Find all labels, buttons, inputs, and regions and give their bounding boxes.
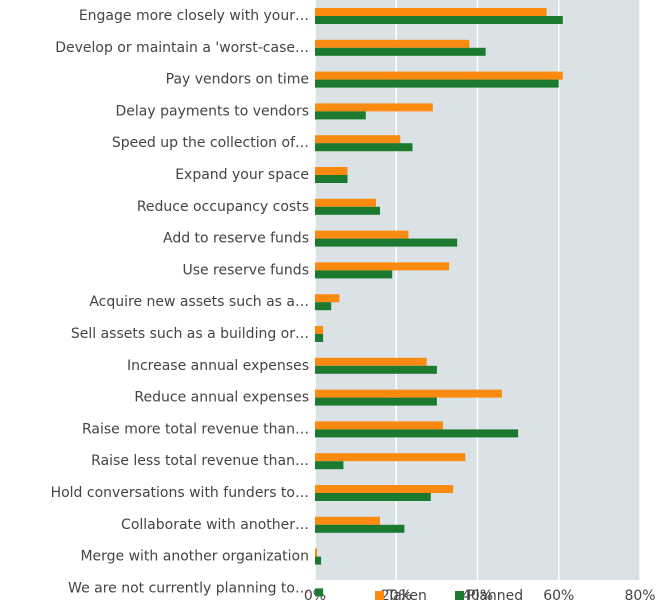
bar xyxy=(315,135,401,144)
bar xyxy=(315,16,563,24)
bar xyxy=(315,79,559,88)
legend-label: Planned xyxy=(467,588,523,604)
category-label: Reduce occupancy costs xyxy=(137,199,309,215)
category-label: Merge with another organization xyxy=(80,549,309,565)
category-label: We are not currently planning to… xyxy=(68,580,309,596)
bar xyxy=(315,365,437,374)
category-label: Sell assets such as a building or… xyxy=(71,326,309,342)
bar xyxy=(315,453,466,462)
legend-swatch xyxy=(455,591,464,600)
legend-swatch xyxy=(375,591,384,600)
bar xyxy=(315,262,450,271)
bar xyxy=(315,461,344,470)
bar xyxy=(315,421,443,430)
category-label: Raise less total revenue than… xyxy=(91,453,309,469)
category-label: Use reserve funds xyxy=(182,262,309,278)
bar xyxy=(315,548,318,557)
category-label: Engage more closely with your… xyxy=(79,8,309,24)
category-label: Develop or maintain a 'worst-case… xyxy=(55,40,309,56)
bar xyxy=(315,556,322,565)
bar xyxy=(315,334,324,342)
bar xyxy=(315,71,563,80)
bar xyxy=(315,357,427,366)
bar xyxy=(315,206,380,215)
bar xyxy=(315,516,380,525)
bar xyxy=(315,175,348,183)
bar xyxy=(315,39,470,48)
category-label: Speed up the collection of… xyxy=(112,135,309,151)
category-label: Expand your space xyxy=(175,167,309,183)
bar xyxy=(315,397,437,406)
bar xyxy=(315,294,340,303)
bar xyxy=(315,302,332,311)
bar xyxy=(315,524,405,533)
bar xyxy=(315,230,409,239)
category-label: Hold conversations with funders to… xyxy=(51,485,309,501)
bar xyxy=(315,588,324,597)
x-tick-label: 80% xyxy=(624,588,655,604)
category-label: Pay vendors on time xyxy=(166,72,309,88)
bar xyxy=(315,485,454,493)
bar xyxy=(315,270,393,279)
bar xyxy=(315,429,519,438)
bar xyxy=(315,326,324,334)
x-tick-label: 40% xyxy=(462,588,493,604)
category-label: Collaborate with another… xyxy=(121,517,309,533)
bar xyxy=(315,238,458,247)
bar xyxy=(315,198,376,207)
bar xyxy=(315,493,431,501)
x-tick-label: 20% xyxy=(381,588,412,604)
category-label: Reduce annual expenses xyxy=(134,390,309,406)
category-label: Add to reserve funds xyxy=(163,231,309,247)
category-label: Delay payments to vendors xyxy=(116,103,309,119)
legend-label: Taken xyxy=(386,588,427,604)
bar xyxy=(315,389,502,398)
bar xyxy=(315,103,433,112)
x-tick-label: 60% xyxy=(543,588,574,604)
bar xyxy=(315,111,366,120)
category-label: Acquire new assets such as a… xyxy=(89,294,309,310)
bar xyxy=(315,167,348,175)
bar xyxy=(315,143,413,152)
bar xyxy=(315,47,486,56)
category-label: Raise more total revenue than… xyxy=(82,421,309,437)
bar xyxy=(315,8,547,16)
category-label: Increase annual expenses xyxy=(127,358,309,374)
